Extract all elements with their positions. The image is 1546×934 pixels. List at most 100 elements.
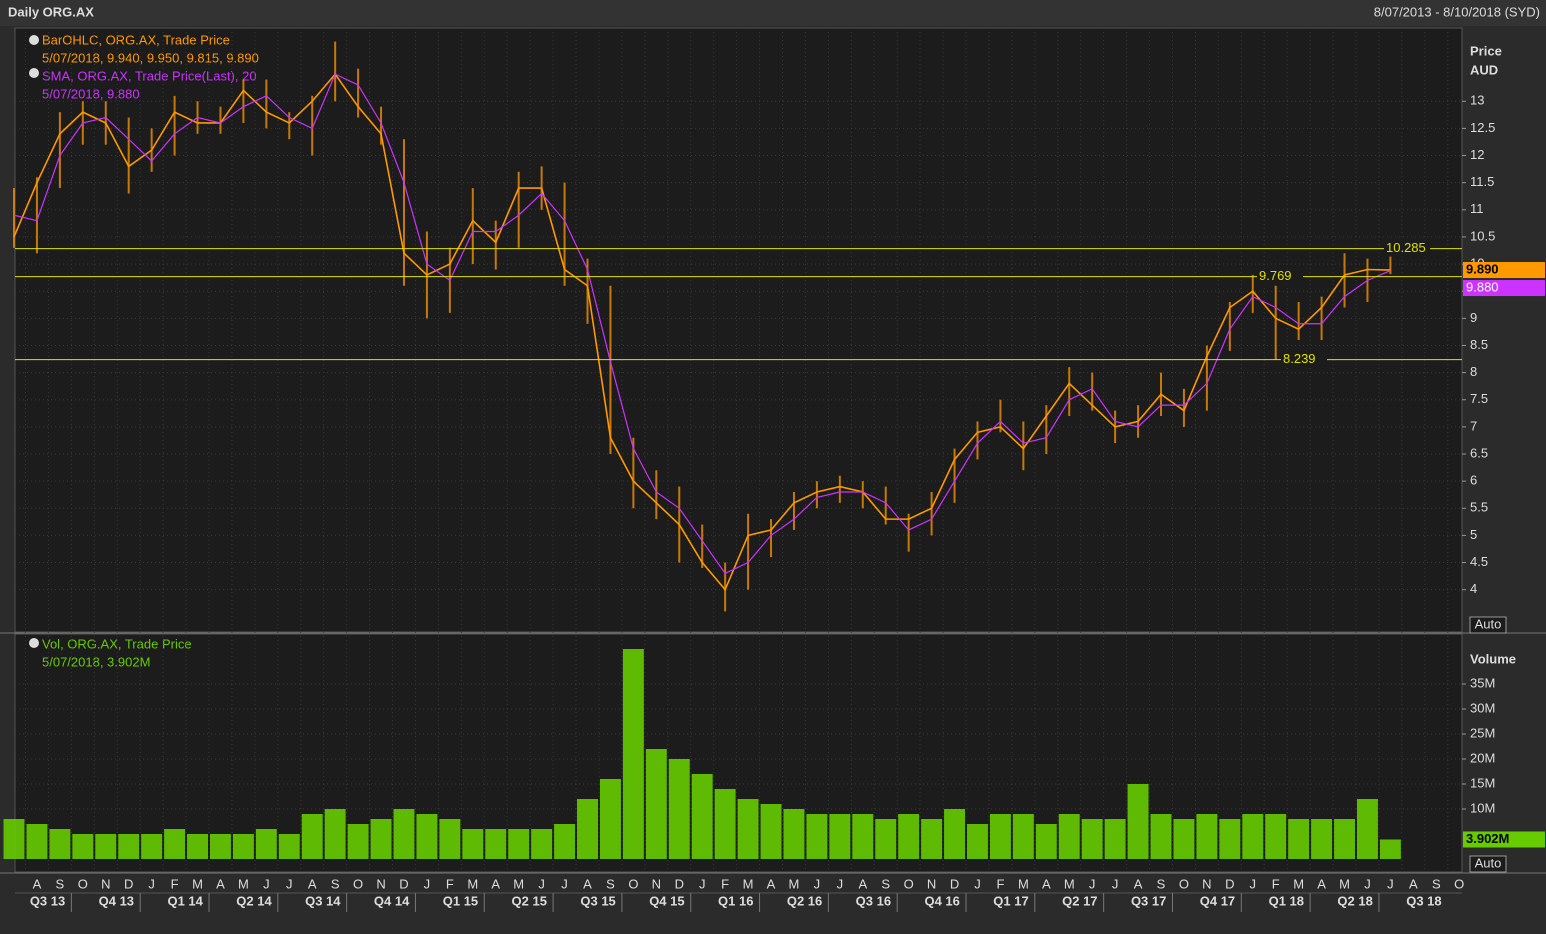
legend-text: BarOHLC, ORG.AX, Trade Price bbox=[42, 32, 230, 47]
x-month-label: A bbox=[1409, 876, 1418, 891]
volume-axis-title: Volume bbox=[1470, 651, 1516, 666]
y-tick-label: 12.5 bbox=[1470, 120, 1495, 135]
x-month-label: A bbox=[767, 876, 776, 891]
x-month-label: J bbox=[1112, 876, 1119, 891]
legend-icon[interactable] bbox=[29, 68, 39, 78]
chart-title: Daily ORG.AX bbox=[8, 4, 94, 19]
volume-bar bbox=[714, 789, 736, 859]
x-quarter-label: Q3 17 bbox=[1131, 893, 1166, 908]
volume-bar bbox=[967, 824, 988, 859]
y-tick-label: 5.5 bbox=[1470, 500, 1488, 515]
x-quarter-label: Q4 16 bbox=[924, 893, 959, 908]
y-tick-label: 10M bbox=[1470, 800, 1495, 815]
x-month-label: M bbox=[1018, 876, 1029, 891]
legend-value: 5/07/2018, 9.940, 9.950, 9.815, 9.890 bbox=[42, 50, 259, 65]
volume-bar bbox=[164, 829, 186, 859]
x-month-label: F bbox=[171, 876, 179, 891]
y-tick-label: 11.5 bbox=[1470, 174, 1494, 189]
price-axis-title: Price bbox=[1470, 43, 1502, 58]
x-month-label: M bbox=[743, 876, 754, 891]
x-month-label: A bbox=[1042, 876, 1051, 891]
x-month-label: M bbox=[1064, 876, 1075, 891]
x-month-label: A bbox=[1317, 876, 1326, 891]
volume-bar bbox=[1150, 814, 1172, 859]
y-tick-label: 35M bbox=[1470, 675, 1495, 690]
y-tick-label: 10.5 bbox=[1470, 228, 1495, 243]
x-quarter-label: Q4 17 bbox=[1200, 893, 1235, 908]
x-month-label: S bbox=[331, 876, 340, 891]
x-month-label: D bbox=[950, 876, 959, 891]
y-tick-label: 25M bbox=[1470, 725, 1495, 740]
level-label: 10.285 bbox=[1386, 240, 1426, 255]
x-month-label: M bbox=[192, 876, 203, 891]
volume-bar bbox=[462, 829, 484, 859]
x-month-label: S bbox=[1157, 876, 1166, 891]
volume-bar bbox=[3, 819, 25, 859]
auto-scale-button[interactable] bbox=[1469, 855, 1507, 873]
legend-icon[interactable] bbox=[29, 638, 39, 648]
x-quarter-label: Q1 15 bbox=[443, 893, 478, 908]
x-month-label: N bbox=[1202, 876, 1211, 891]
x-quarter-label: Q1 16 bbox=[718, 893, 753, 908]
y-tick-label: 7 bbox=[1470, 418, 1477, 433]
volume-bar bbox=[347, 824, 369, 859]
auto-scale-button[interactable] bbox=[1469, 616, 1507, 634]
volume-bar bbox=[668, 759, 690, 859]
x-month-label: D bbox=[124, 876, 133, 891]
price-axis-unit: AUD bbox=[1470, 62, 1498, 77]
volume-bar bbox=[439, 819, 461, 859]
volume-bar bbox=[898, 814, 920, 859]
volume-bar bbox=[508, 829, 530, 859]
x-quarter-label: Q1 14 bbox=[167, 893, 203, 908]
x-month-label: O bbox=[1454, 876, 1464, 891]
x-month-label: A bbox=[1134, 876, 1143, 891]
auto-scale-label[interactable]: Auto bbox=[1475, 616, 1502, 631]
volume-bar bbox=[1196, 814, 1218, 859]
x-month-label: J bbox=[1364, 876, 1371, 891]
x-month-label: J bbox=[814, 876, 821, 891]
x-month-label: O bbox=[1179, 876, 1189, 891]
volume-bar bbox=[760, 804, 782, 859]
y-tick-label: 30M bbox=[1470, 700, 1495, 715]
volume-bar bbox=[301, 814, 323, 859]
y-tick-label: 6.5 bbox=[1470, 445, 1488, 460]
close-line bbox=[13, 72, 1391, 592]
legend-text: SMA, ORG.AX, Trade Price(Last), 20 bbox=[42, 68, 257, 83]
volume-bar bbox=[1242, 814, 1264, 859]
legend-value: 5/07/2018, 3.902M bbox=[42, 654, 150, 669]
volume-bar bbox=[72, 834, 94, 859]
volume-bar bbox=[691, 774, 713, 859]
x-month-label: M bbox=[238, 876, 249, 891]
y-tick-label: 15M bbox=[1470, 775, 1495, 790]
x-quarter-label: Q2 16 bbox=[787, 893, 822, 908]
x-month-label: S bbox=[56, 876, 65, 891]
volume-bar bbox=[1334, 819, 1355, 859]
legend-text: Vol, ORG.AX, Trade Price bbox=[42, 636, 192, 651]
y-tick-label: 12 bbox=[1470, 147, 1484, 162]
y-tick-label: 4 bbox=[1470, 581, 1477, 596]
volume-bar bbox=[1356, 799, 1378, 859]
x-month-label: N bbox=[376, 876, 385, 891]
x-quarter-label: Q4 15 bbox=[649, 893, 684, 908]
last-volume-label: 3.902M bbox=[1466, 831, 1509, 846]
x-month-label: J bbox=[286, 876, 293, 891]
volume-bar bbox=[324, 809, 346, 859]
volume-bar bbox=[531, 829, 553, 859]
x-month-label: J bbox=[1387, 876, 1394, 891]
volume-bar bbox=[1219, 819, 1241, 859]
x-quarter-label: Q2 15 bbox=[512, 893, 547, 908]
volume-bar bbox=[416, 814, 438, 859]
x-month-label: J bbox=[1089, 876, 1096, 891]
x-month-label: J bbox=[561, 876, 568, 891]
level-label-bg bbox=[1257, 268, 1303, 285]
volume-bar bbox=[95, 834, 117, 859]
x-month-label: J bbox=[263, 876, 270, 891]
last-sma-label: 9.880 bbox=[1466, 279, 1499, 294]
legend-icon[interactable] bbox=[29, 35, 39, 45]
auto-scale-label[interactable]: Auto bbox=[1475, 855, 1502, 870]
volume-bar bbox=[554, 824, 576, 859]
y-tick-label: 7.5 bbox=[1470, 391, 1488, 406]
x-month-label: J bbox=[699, 876, 706, 891]
y-tick-label: 8.5 bbox=[1470, 337, 1488, 352]
volume-bar bbox=[1311, 819, 1333, 859]
